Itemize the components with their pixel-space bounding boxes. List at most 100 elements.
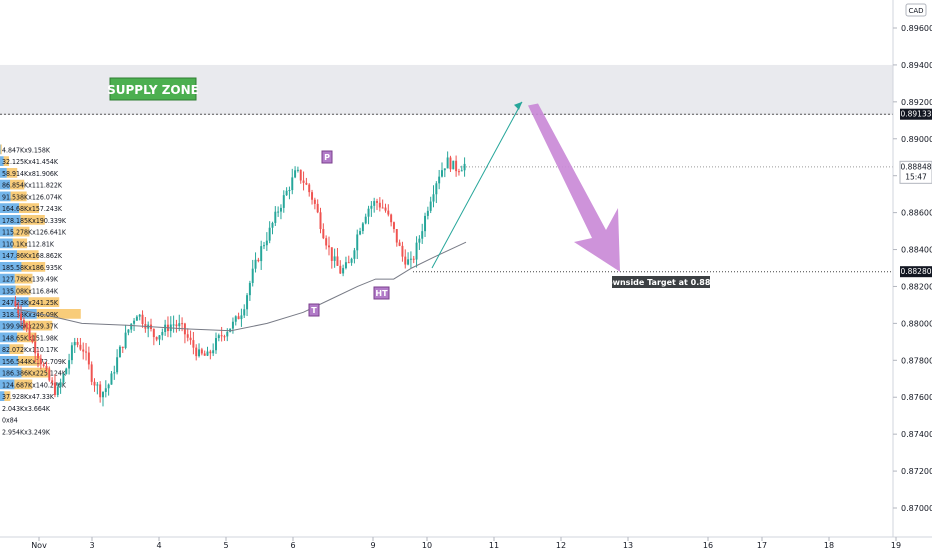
candle-body [68,360,71,369]
volume-profile-label: 110.1Kx112.81K [2,240,55,248]
volume-buy-bar [0,203,20,213]
candlestick-series [14,151,466,407]
time-tick-label: 10 [422,541,432,550]
candle-body [113,372,116,374]
candle-body [376,201,379,203]
candle-body [118,346,121,358]
candle-body [438,176,441,184]
candle-body [206,351,209,356]
volume-sell-bar [9,344,24,354]
price-tick-label: 0.88400 [901,246,932,255]
volume-sell-bar [14,379,33,390]
candle-body [291,177,294,191]
candle-body [356,234,359,251]
volume-profile-label: 115.278Kx126.641K [2,229,67,237]
price-tick-label: 0.88200 [901,282,932,291]
candle-body [446,157,449,169]
volume-profile: 4.847Kx9.158K 32.125Kx41.454K 58.914Kx81.9… [0,144,81,436]
candle-body [248,282,251,296]
candle-body [288,190,291,192]
candle-body [48,369,51,381]
volume-profile-label: 2.043Kx3.664K [2,405,51,413]
time-axis[interactable]: Nov 3 4 5 6 9 10 11 12 13 16 17 18 19 [31,537,901,550]
candle-body [440,170,443,177]
price-tick-label: 0.89000 [901,135,932,144]
volume-sell-bar [23,320,53,331]
candle-body [186,334,189,338]
candle-body [407,259,410,265]
candle-body [124,332,127,349]
candle-body [31,339,34,342]
volume-profile-label: 4.847Kx9.158K [2,146,51,154]
candle-body [339,265,342,274]
candle-body [364,216,367,224]
supply-zone-text: SUPPLY ZONE [107,83,199,97]
candle-body [263,245,266,247]
candle-body [90,364,93,382]
time-tick-label: 18 [824,541,834,550]
time-tick-label: 6 [290,541,295,550]
candle-body [51,380,54,383]
candle-body [175,324,178,327]
volume-sell-bar [21,367,51,378]
candle-body [246,295,249,310]
candle-body [384,207,387,211]
price-tick-label: 0.89200 [901,98,932,107]
volume-buy-bar [0,320,24,331]
downside-target-label: Downside Target at 0.8828 [600,276,722,288]
volume-buy-bar [0,356,19,366]
candle-body [361,223,364,232]
svg-text:CAD: CAD [908,7,923,15]
candle-body [82,349,85,352]
candle-body [353,250,356,259]
candle-body [135,316,138,321]
volume-buy-bar [0,250,18,260]
candle-body [305,182,308,185]
volume-buy-bar [0,379,15,390]
candle-body [243,309,246,316]
volume-sell-bar [13,226,30,237]
candle-body [271,222,274,228]
downside-arrow [528,103,620,272]
volume-profile-label: 2.954Kx3.249K [2,428,51,436]
volume-profile-label: 318.33Kx346.09K [2,311,59,319]
candle-body [336,256,339,266]
candle-body [381,207,384,209]
candle-body [96,384,99,386]
candle-body [22,320,25,324]
volume-profile-label: 186.386Kx225.124K [2,370,67,378]
volume-profile-label: 147.86Kx168.862K [2,252,63,260]
time-tick-label: 11 [489,541,499,550]
candle-body [254,259,257,269]
volume-buy-bar [0,262,22,272]
target-price-tag: 0.88280 [900,266,932,278]
candle-body [452,160,455,170]
price-tick-label: 0.89400 [901,61,932,70]
volume-sell-bar [3,156,9,166]
currency-badge[interactable]: CAD [905,3,927,17]
candle-body [189,337,192,341]
volume-profile-label: 32.125Kx41.454K [2,158,59,166]
candle-body [28,327,31,340]
candle-body [359,231,362,235]
candle-body [404,256,407,265]
candle-body [463,163,466,171]
volume-sell-bar [14,273,33,284]
candle-body [390,214,393,223]
candle-body [107,384,110,389]
downside-target-text: Downside Target at 0.8828 [600,278,722,287]
time-tick-label: 12 [556,541,566,550]
volume-sell-bar [15,285,31,296]
pattern-label-t: T [308,303,320,317]
candle-body [319,212,322,230]
candle-body [203,353,206,356]
candle-body [370,205,373,209]
candle-body [432,194,435,202]
volume-profile-label: 37.928Kx47.33K [2,393,55,401]
volume-profile-label: 199.96Kx229.37K [2,323,59,331]
moving-average-line [13,241,467,332]
candle-body [34,341,37,354]
time-tick-label: 3 [89,541,94,550]
candle-body [133,320,136,324]
